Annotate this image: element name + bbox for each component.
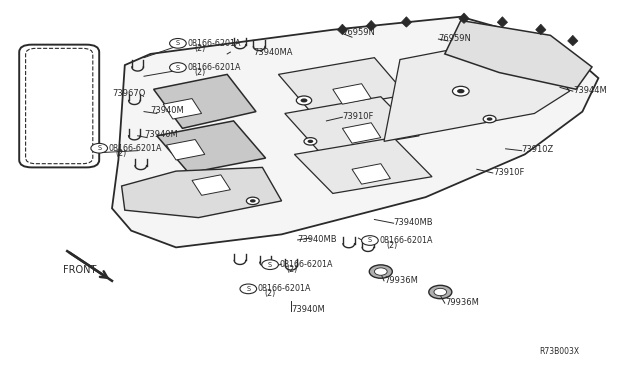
Circle shape xyxy=(457,89,465,93)
Text: (2): (2) xyxy=(386,241,397,250)
Polygon shape xyxy=(445,20,592,89)
Circle shape xyxy=(304,138,317,145)
Circle shape xyxy=(170,39,186,48)
Polygon shape xyxy=(366,20,376,31)
Text: 73940M: 73940M xyxy=(150,106,184,115)
Text: 08166-6201A: 08166-6201A xyxy=(188,63,241,72)
Text: S: S xyxy=(176,64,180,71)
Circle shape xyxy=(429,285,452,299)
Polygon shape xyxy=(285,97,419,153)
Text: S: S xyxy=(368,237,372,244)
Text: (2): (2) xyxy=(115,148,127,158)
Text: 08166-6201A: 08166-6201A xyxy=(380,236,433,245)
Text: 08166-6201A: 08166-6201A xyxy=(109,144,163,153)
Text: 73967Q: 73967Q xyxy=(112,89,145,98)
Circle shape xyxy=(246,197,259,205)
Circle shape xyxy=(434,288,447,296)
Polygon shape xyxy=(122,167,282,218)
Text: (2): (2) xyxy=(264,289,276,298)
Polygon shape xyxy=(112,17,598,247)
Polygon shape xyxy=(536,24,546,35)
Polygon shape xyxy=(352,164,390,184)
Text: 73910Z: 73910Z xyxy=(522,145,554,154)
Polygon shape xyxy=(154,74,256,128)
Text: S: S xyxy=(268,262,272,268)
Text: 73910F: 73910F xyxy=(342,112,374,121)
Text: 76959N: 76959N xyxy=(438,34,471,43)
Polygon shape xyxy=(401,17,412,27)
Polygon shape xyxy=(157,121,266,173)
Text: FRONT: FRONT xyxy=(63,265,97,275)
Polygon shape xyxy=(337,24,348,35)
Polygon shape xyxy=(163,99,202,119)
Circle shape xyxy=(483,115,496,123)
Text: 08166-6201A: 08166-6201A xyxy=(188,39,241,48)
Polygon shape xyxy=(294,138,432,193)
Text: (2): (2) xyxy=(286,265,298,274)
Text: 79936M: 79936M xyxy=(384,276,418,285)
Text: 73940MB: 73940MB xyxy=(298,235,337,244)
Polygon shape xyxy=(278,58,406,112)
Polygon shape xyxy=(166,140,205,160)
Text: 73940MA: 73940MA xyxy=(253,48,292,57)
Circle shape xyxy=(307,140,314,143)
Text: 08166-6201A: 08166-6201A xyxy=(280,260,333,269)
Circle shape xyxy=(374,268,387,275)
Polygon shape xyxy=(568,35,578,46)
Circle shape xyxy=(369,265,392,278)
Text: 73944M: 73944M xyxy=(573,86,607,94)
Text: 73910F: 73910F xyxy=(493,168,524,177)
Text: 79936M: 79936M xyxy=(445,298,479,307)
Circle shape xyxy=(170,62,186,72)
Text: R73B003X: R73B003X xyxy=(539,347,579,356)
Text: 73940M: 73940M xyxy=(291,305,325,314)
Circle shape xyxy=(362,236,378,246)
Circle shape xyxy=(301,99,307,102)
Polygon shape xyxy=(459,13,469,23)
Polygon shape xyxy=(342,123,381,143)
Text: 73940M: 73940M xyxy=(144,130,178,139)
Text: (2): (2) xyxy=(194,68,205,77)
Text: S: S xyxy=(176,40,180,46)
Polygon shape xyxy=(333,84,371,104)
Polygon shape xyxy=(497,17,508,27)
Text: S: S xyxy=(97,145,101,151)
Text: 76959N: 76959N xyxy=(342,28,375,37)
Text: 08166-6201A: 08166-6201A xyxy=(258,284,312,294)
Circle shape xyxy=(250,199,256,202)
Polygon shape xyxy=(192,175,230,195)
Circle shape xyxy=(91,144,108,153)
Text: S: S xyxy=(246,286,250,292)
Circle shape xyxy=(452,86,469,96)
Circle shape xyxy=(262,260,278,269)
Text: (2): (2) xyxy=(194,44,205,53)
Text: 73940MB: 73940MB xyxy=(394,218,433,227)
Circle shape xyxy=(296,96,312,105)
Polygon shape xyxy=(384,46,570,141)
Circle shape xyxy=(240,284,257,294)
Circle shape xyxy=(487,118,493,121)
